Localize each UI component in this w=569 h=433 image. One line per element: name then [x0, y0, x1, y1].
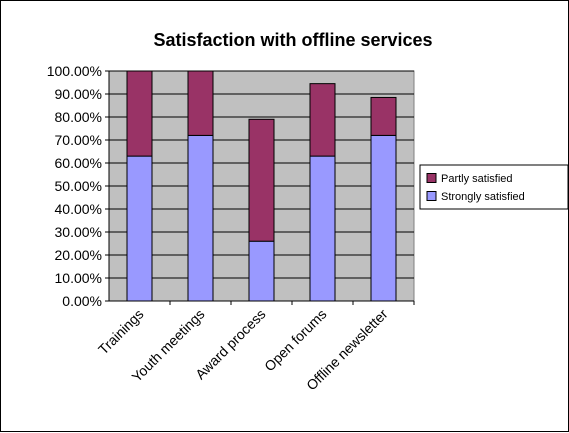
plot-area: 0.00% 10.00% 20.00% 30.00% 40.00% 50.00% 60.00… [47, 63, 415, 393]
bar-partly-satisfied [309, 83, 336, 157]
x-category-label: Open forums [261, 306, 330, 375]
bar-strongly-satisfied [187, 134, 214, 302]
bar-strongly-satisfied [248, 240, 275, 302]
y-tick-label: 70.00% [55, 132, 102, 148]
y-tick-label: 20.00% [55, 247, 102, 263]
bar-strongly-satisfied [126, 155, 153, 302]
bar-strongly-satisfied [309, 155, 336, 302]
legend-swatch [426, 173, 437, 183]
bar-partly-satisfied [248, 118, 275, 242]
y-tick-label: 10.00% [55, 270, 102, 286]
x-category-label: Trainings [95, 306, 147, 358]
y-tick-label: 90.00% [55, 86, 102, 102]
y-tick-label: 50.00% [55, 178, 102, 194]
legend-label: Strongly satisfied [441, 191, 525, 203]
legend-label: Partly satisfied [441, 173, 513, 185]
y-tick-label: 60.00% [55, 155, 102, 171]
bar-partly-satisfied [370, 96, 397, 136]
bar-strongly-satisfied [370, 134, 397, 302]
y-tick-label: 40.00% [55, 201, 102, 217]
bar-partly-satisfied [187, 70, 214, 136]
y-tick-label: 0.00% [62, 293, 102, 309]
chart-title: Satisfaction with offline services [153, 30, 432, 50]
legend: Partly satisfied Strongly satisfied [419, 164, 569, 210]
y-tick-label: 30.00% [55, 224, 102, 240]
legend-swatch [426, 191, 437, 201]
bar-partly-satisfied [126, 70, 153, 157]
y-tick-label: 80.00% [55, 109, 102, 125]
y-tick-label: 100.00% [47, 63, 102, 79]
legend-box [419, 164, 569, 210]
